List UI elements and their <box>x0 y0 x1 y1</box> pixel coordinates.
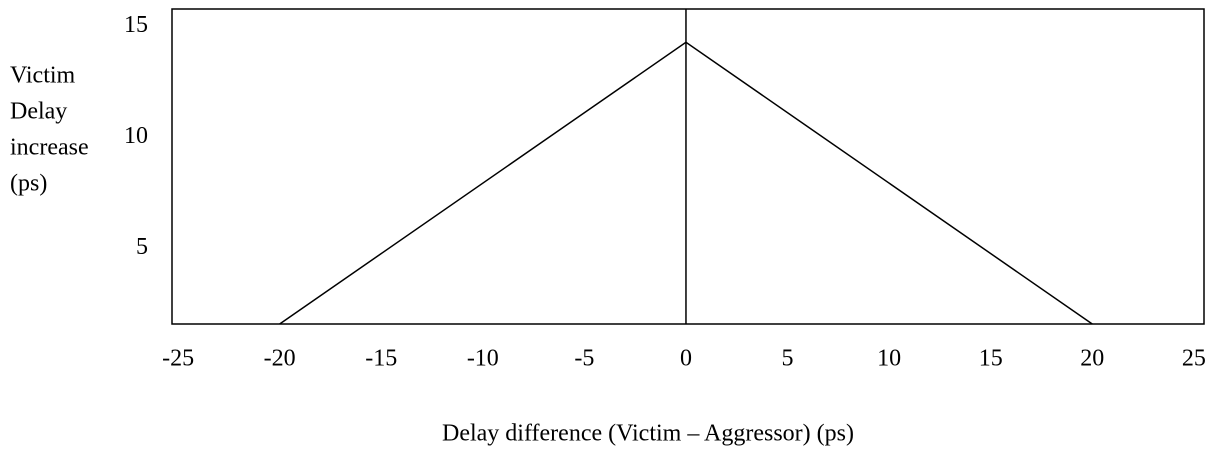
x-axis-label: Delay difference (Victim – Aggressor) (p… <box>442 421 854 447</box>
x-tick-label: -20 <box>264 346 296 372</box>
line-series <box>279 41 1093 325</box>
y-axis-label: increase <box>10 135 89 161</box>
y-axis-label: (ps) <box>10 171 47 197</box>
x-tick-label: -5 <box>574 346 594 372</box>
x-tick-label: -10 <box>467 346 499 372</box>
y-tick-label: 15 <box>124 12 148 38</box>
x-tick-label: -15 <box>365 346 397 372</box>
x-tick-label: 10 <box>877 346 901 372</box>
y-axis-label: Victim <box>10 63 76 89</box>
plot-frame <box>171 8 1205 325</box>
y-axis-label: Delay <box>10 99 67 125</box>
x-tick-label: 25 <box>1182 346 1206 372</box>
x-tick-label: 20 <box>1080 346 1104 372</box>
y-tick-label: 5 <box>136 234 148 260</box>
y-tick-label: 10 <box>124 123 148 149</box>
x-tick-label: 5 <box>782 346 794 372</box>
x-tick-label: 15 <box>979 346 1003 372</box>
x-tick-label: -25 <box>162 346 194 372</box>
x-tick-label: 0 <box>680 346 692 372</box>
